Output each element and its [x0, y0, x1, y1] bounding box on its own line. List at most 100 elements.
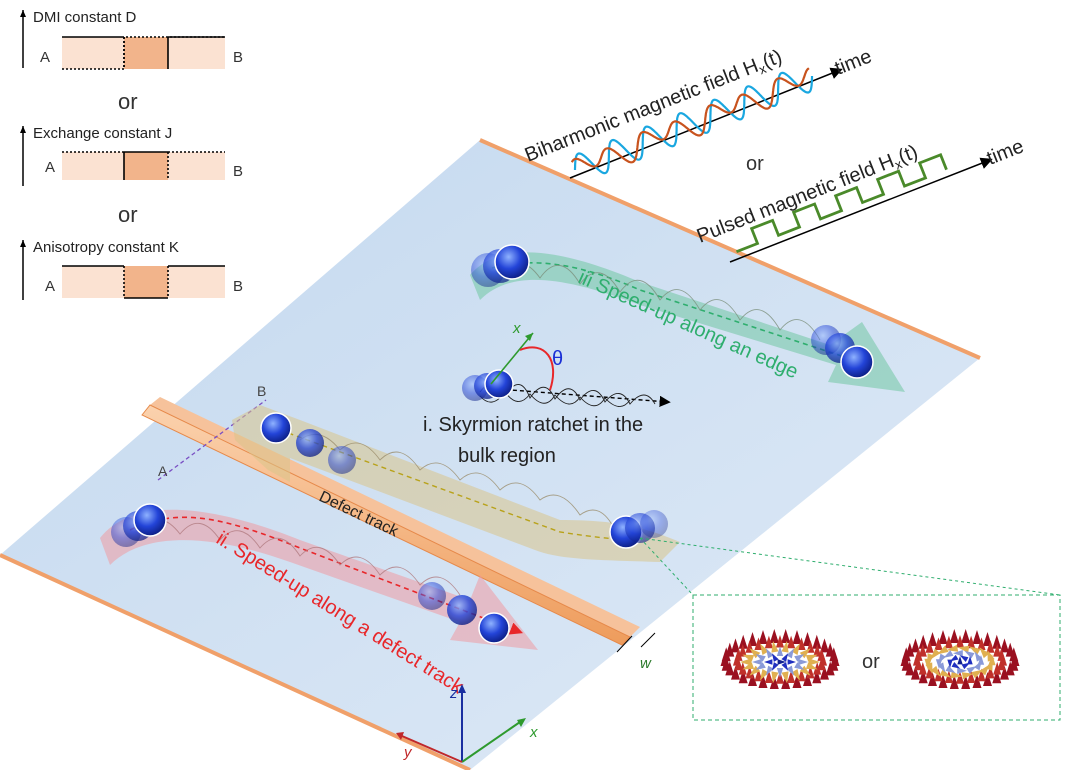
spin-cone [817, 648, 826, 661]
legend-or-2: or [118, 202, 138, 227]
time-label-1: time [832, 45, 875, 79]
spin-cone [731, 638, 740, 653]
spin-cone [817, 657, 826, 671]
spin-cone [951, 662, 961, 669]
spin-cone [766, 648, 774, 659]
spin-cone [813, 662, 822, 675]
legend-point-a: A [45, 278, 55, 295]
legend-point-b: B [233, 49, 243, 66]
spin-cone [928, 672, 937, 686]
spin-cone [806, 665, 815, 679]
spin-cone [943, 650, 954, 658]
local-axes [490, 332, 555, 391]
theta-label: θ [552, 348, 563, 370]
spin-cone [905, 642, 915, 657]
spin-cone [993, 662, 1002, 675]
legend-panel-dmi: DMI constant D A B [20, 9, 243, 70]
spin-cone [914, 648, 923, 661]
spin-cone [775, 634, 785, 648]
spin-cone [977, 655, 985, 665]
spin-cone [791, 669, 800, 681]
spin-cone [740, 658, 752, 666]
spin-cone [781, 671, 789, 684]
spin-cone [957, 645, 970, 653]
point-a-label: A [158, 463, 168, 479]
spin-cone [957, 667, 967, 674]
spin-cone [769, 675, 779, 689]
spin-cone [738, 662, 747, 675]
spin-cone [792, 674, 802, 688]
sample-plane [0, 138, 981, 770]
spin-cone [945, 665, 956, 674]
inset-spin-textures [639, 537, 1061, 721]
spin-cone [764, 670, 773, 683]
spin-cone [772, 653, 779, 662]
spin-cone [967, 635, 976, 649]
axis-z-label: z [449, 685, 458, 702]
spin-cone [738, 669, 748, 684]
spin-cone [803, 672, 812, 686]
spin-cone [961, 675, 971, 689]
spin-cone [777, 659, 786, 665]
spin-cone [944, 635, 953, 649]
spin-cone [734, 648, 743, 661]
spin-cone [924, 658, 932, 670]
spin-cone [764, 659, 773, 665]
spin-cone [781, 640, 789, 653]
spin-cone [725, 642, 735, 657]
spin-cone [760, 643, 769, 655]
spin-cone [772, 662, 779, 671]
spin-cone [794, 654, 805, 662]
spin-cone [1009, 647, 1019, 662]
spin-cone [781, 629, 791, 643]
spin-cone [771, 671, 779, 684]
spin-texture-right [900, 629, 1020, 689]
spin-cone [797, 637, 806, 650]
spin-cone [820, 665, 829, 680]
spin-cone [987, 649, 995, 662]
spin-cone [813, 644, 822, 657]
spin-cone [792, 630, 802, 644]
spin-cone [969, 646, 981, 656]
spin-cone [769, 629, 779, 643]
spin-cone [934, 637, 943, 650]
time-label-2: time [984, 135, 1027, 169]
legend-label-exchange: Exchange constant J [33, 125, 172, 142]
spin-cone [805, 662, 818, 670]
spin-cone [797, 668, 806, 682]
legend-point-b: B [233, 163, 243, 180]
spin-cone [961, 662, 971, 670]
spin-cone [738, 644, 747, 657]
fields-or-label: or [746, 153, 764, 175]
spin-cone [1005, 661, 1015, 676]
spin-cone [755, 662, 766, 670]
spin-cone [966, 666, 977, 674]
spin-cone [738, 634, 748, 649]
spin-cone [939, 668, 951, 678]
legend-panel-exchange: Exchange constant J A B [20, 125, 243, 186]
inset-or-label: or [862, 651, 880, 673]
spin-cone [983, 672, 992, 686]
spin-cone [829, 647, 839, 662]
spin-cone [993, 644, 1002, 657]
spin-cone [825, 661, 835, 676]
spin-cone [961, 629, 971, 643]
spin-cone [977, 637, 986, 650]
spin-cone [776, 668, 784, 678]
spin-cone [1000, 665, 1009, 680]
spin-cone [918, 662, 927, 675]
spin-cone [787, 670, 796, 683]
spin-cone [752, 658, 762, 666]
spin-cone [918, 634, 928, 649]
defect-skyrmions [111, 503, 510, 644]
spin-cone [748, 672, 757, 686]
spin-cone [812, 634, 822, 649]
spin-cone [977, 668, 986, 682]
spin-cone [787, 635, 796, 649]
spin-cone [755, 654, 766, 662]
width-marker [616, 632, 656, 653]
spin-cone [972, 674, 982, 688]
spin-cone [955, 634, 965, 648]
spin-cone [1000, 638, 1009, 653]
return-skyrmions [260, 412, 668, 549]
